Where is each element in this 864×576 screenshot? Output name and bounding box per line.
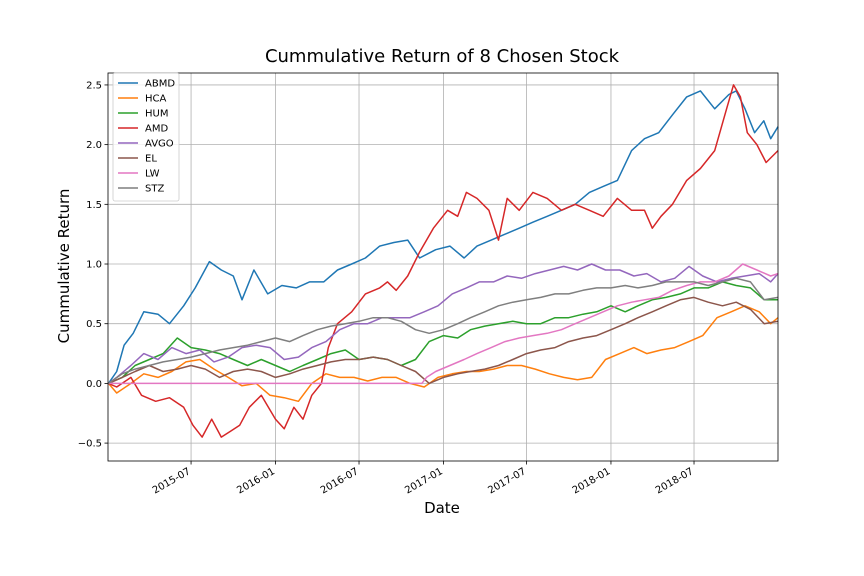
y-axis: −0.5 0.0 0.5 1.0 1.5 2.0 2.5	[78, 80, 108, 450]
series-line-hca	[107, 305, 779, 403]
series-line-abmd	[107, 90, 779, 384]
series-line-amd	[108, 84, 779, 438]
plot-frame	[107, 72, 779, 462]
y-tick-label: 1.5	[86, 200, 102, 211]
y-tick-label: 2.5	[86, 80, 102, 91]
series-line-lw	[108, 263, 779, 385]
legend-label-hca: HCA	[145, 94, 167, 105]
legend-label-el: EL	[145, 154, 157, 165]
chart-title: Cummulative Return of 8 Chosen Stock	[265, 46, 620, 67]
legend-box	[112, 72, 180, 202]
legend: ABMD HCA HUM AMD AVGO EL LW STZ	[112, 72, 180, 202]
gridlines	[108, 73, 778, 461]
y-tick-label: 2.0	[86, 140, 102, 151]
y-tick-label: 1.0	[86, 260, 102, 271]
legend-label-stz: STZ	[145, 184, 164, 195]
legend-label-amd: AMD	[145, 124, 168, 135]
series-line-avgo	[108, 263, 779, 385]
y-axis-title: Cummulative Return	[55, 189, 73, 344]
series-layer	[107, 84, 779, 438]
x-axis-title: Date	[424, 499, 460, 517]
legend-label-abmd: ABMD	[145, 79, 175, 90]
y-tick-label: 0.0	[86, 379, 102, 390]
series-line-hum	[108, 281, 778, 385]
legend-label-lw: LW	[145, 169, 160, 180]
legend-label-hum: HUM	[145, 109, 168, 120]
series-line-stz	[108, 277, 779, 385]
y-tick-label: −0.5	[78, 439, 102, 450]
y-tick-label: 0.5	[86, 319, 102, 330]
legend-label-avgo: AVGO	[145, 139, 174, 150]
series-line-el	[108, 296, 779, 385]
